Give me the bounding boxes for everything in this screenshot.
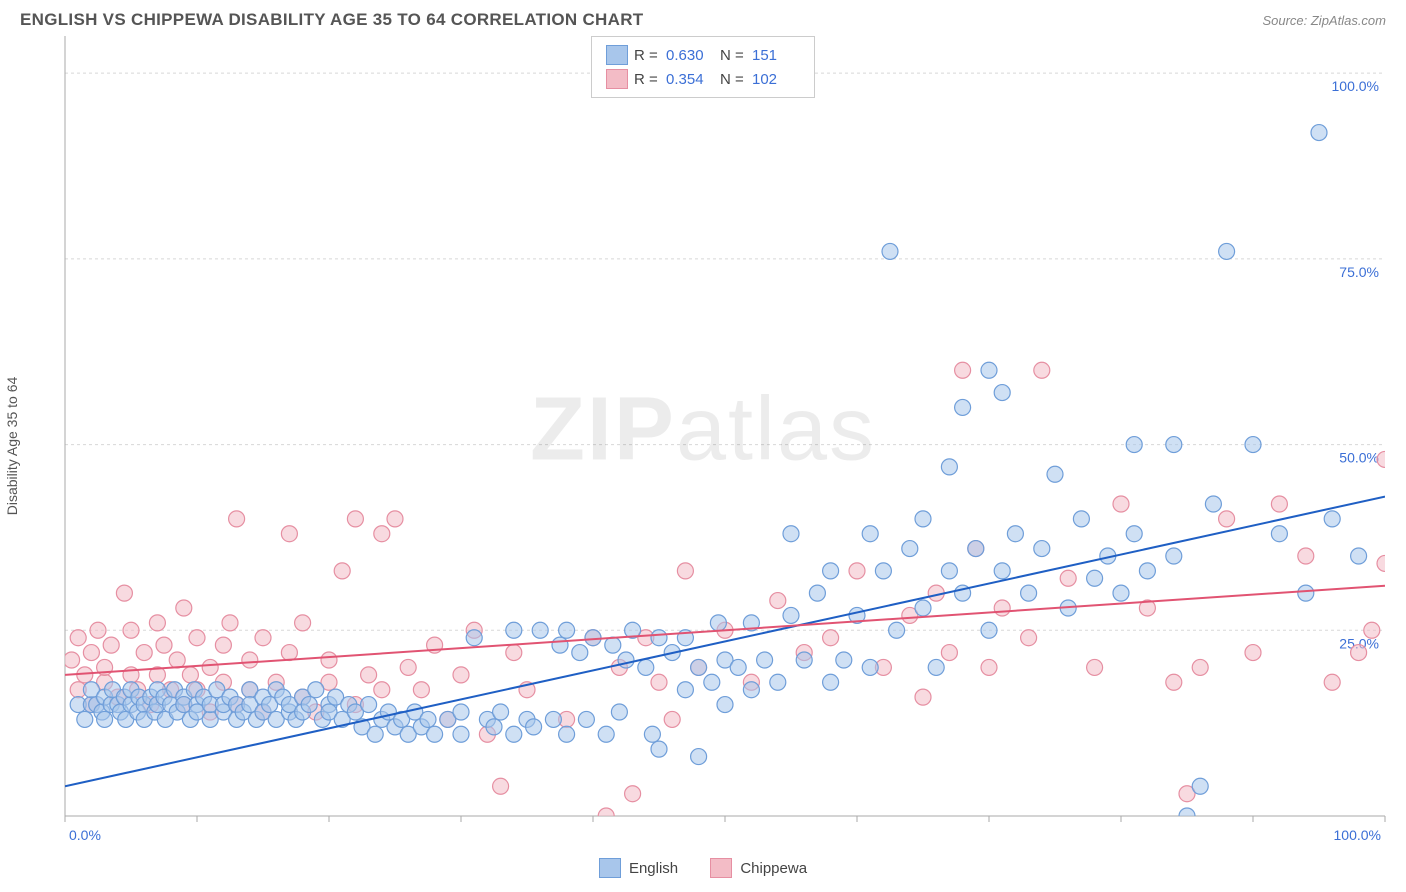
y-axis-label: Disability Age 35 to 64 — [4, 377, 20, 516]
svg-text:100.0%: 100.0% — [1332, 78, 1379, 94]
series-legend: English Chippewa — [0, 858, 1406, 882]
r-label: R = — [634, 47, 660, 64]
n-label: N = — [720, 71, 746, 88]
source-prefix: Source: — [1262, 13, 1310, 28]
svg-text:75.0%: 75.0% — [1339, 264, 1379, 280]
swatch-chippewa — [606, 69, 628, 89]
legend-item-english: English — [599, 858, 678, 878]
legend-row-chippewa: R = 0.354 N = 102 — [606, 67, 800, 91]
svg-text:50.0%: 50.0% — [1339, 450, 1379, 466]
legend-label-chippewa: Chippewa — [740, 860, 807, 877]
correlation-legend: R = 0.630 N = 151 R = 0.354 N = 102 — [591, 36, 815, 98]
scatter-chart-svg: 25.0%50.0%75.0%100.0%0.0%100.0% — [20, 36, 1395, 856]
source-name: ZipAtlas.com — [1311, 13, 1386, 28]
source-attribution: Source: ZipAtlas.com — [1262, 13, 1386, 28]
r-value-english: 0.630 — [666, 47, 714, 64]
svg-text:0.0%: 0.0% — [69, 827, 101, 843]
r-value-chippewa: 0.354 — [666, 71, 714, 88]
n-label: N = — [720, 47, 746, 64]
chart-area: Disability Age 35 to 64 25.0%50.0%75.0%1… — [20, 36, 1386, 856]
swatch-english — [599, 858, 621, 878]
swatch-chippewa — [710, 858, 732, 878]
swatch-english — [606, 45, 628, 65]
chart-title: ENGLISH VS CHIPPEWA DISABILITY AGE 35 TO… — [20, 10, 643, 30]
chart-header: ENGLISH VS CHIPPEWA DISABILITY AGE 35 TO… — [0, 0, 1406, 36]
svg-text:100.0%: 100.0% — [1334, 827, 1381, 843]
n-value-chippewa: 102 — [752, 71, 800, 88]
legend-row-english: R = 0.630 N = 151 — [606, 43, 800, 67]
legend-item-chippewa: Chippewa — [710, 858, 807, 878]
r-label: R = — [634, 71, 660, 88]
legend-label-english: English — [629, 860, 678, 877]
n-value-english: 151 — [752, 47, 800, 64]
